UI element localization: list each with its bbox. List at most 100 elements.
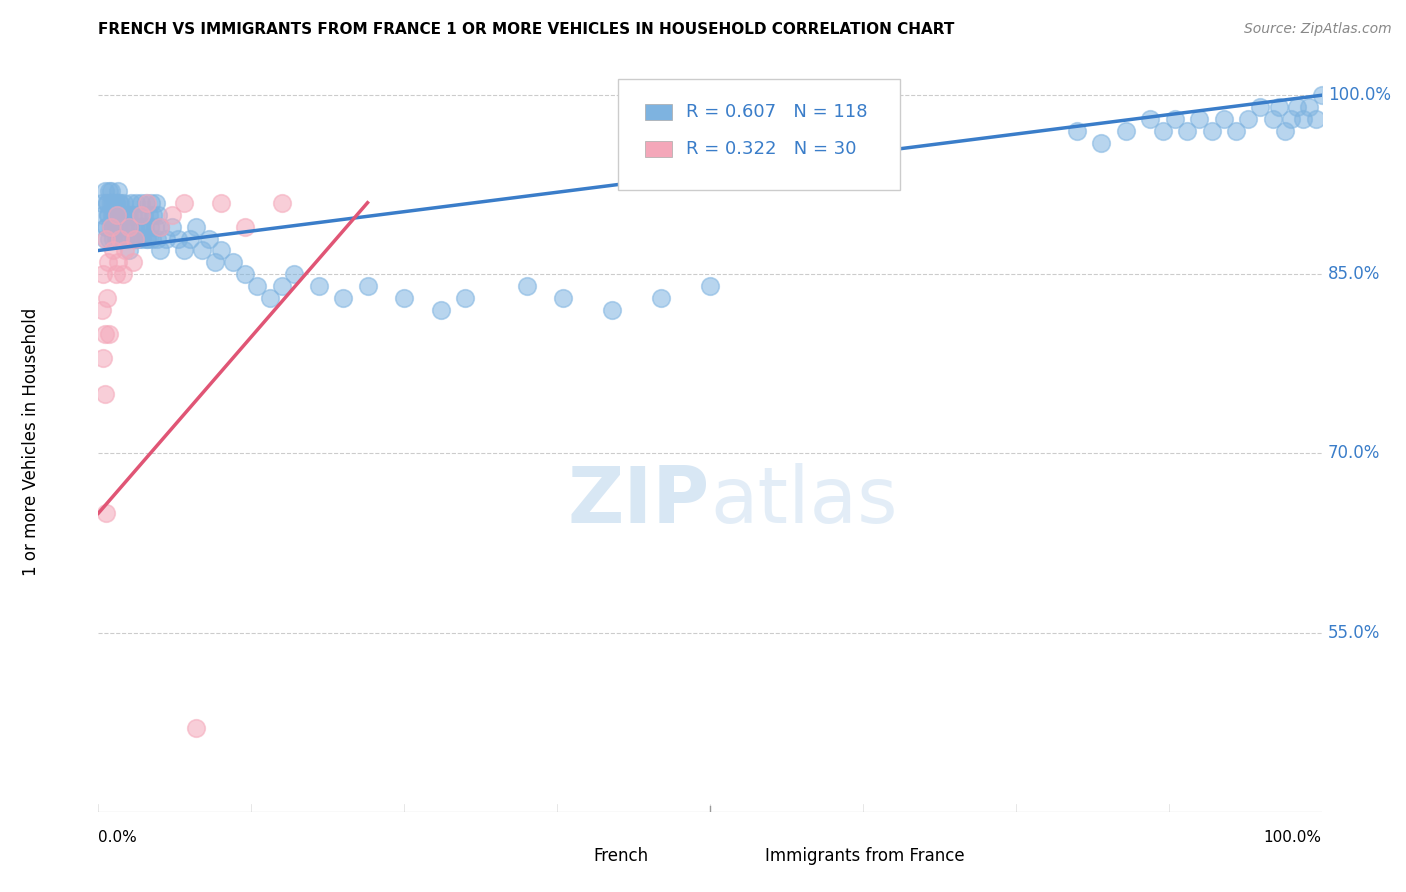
Point: [98, 184, 121, 198]
Point: [332, 291, 354, 305]
Point: [94, 219, 117, 234]
Point: [1250, 100, 1272, 114]
Point: [270, 195, 294, 210]
Point: [125, 195, 148, 210]
Point: [118, 244, 141, 258]
Point: [104, 268, 127, 282]
Point: [1286, 100, 1309, 114]
Point: [118, 208, 141, 222]
Text: R = 0.322   N = 30: R = 0.322 N = 30: [686, 140, 856, 158]
Point: [139, 195, 162, 210]
Point: [101, 195, 124, 210]
Text: 100.0%: 100.0%: [1327, 87, 1391, 104]
Point: [209, 244, 232, 258]
Point: [129, 208, 152, 222]
Point: [1090, 136, 1112, 150]
Point: [134, 219, 156, 234]
Point: [138, 208, 160, 222]
Point: [1274, 124, 1296, 138]
Point: [191, 244, 214, 258]
Point: [1292, 112, 1315, 127]
Point: [1279, 112, 1302, 127]
Point: [100, 219, 122, 234]
Point: [121, 255, 143, 269]
FancyBboxPatch shape: [734, 849, 756, 863]
Point: [233, 268, 256, 282]
Point: [1201, 124, 1223, 138]
Text: Immigrants from France: Immigrants from France: [765, 847, 965, 865]
Point: [93, 327, 115, 342]
Point: [115, 208, 138, 222]
Point: [98, 231, 121, 245]
Point: [600, 303, 623, 318]
Point: [111, 231, 134, 245]
Point: [104, 195, 127, 210]
Point: [1066, 124, 1088, 138]
Point: [97, 255, 120, 269]
Point: [173, 195, 195, 210]
Point: [149, 219, 172, 234]
Point: [430, 303, 453, 318]
Point: [129, 219, 152, 234]
Point: [1225, 124, 1247, 138]
Text: atlas: atlas: [710, 463, 897, 539]
FancyBboxPatch shape: [645, 141, 672, 157]
Point: [114, 219, 136, 234]
Point: [122, 231, 145, 245]
Point: [103, 219, 125, 234]
Point: [127, 208, 149, 222]
Text: 55.0%: 55.0%: [1327, 624, 1381, 641]
Point: [197, 231, 219, 245]
Point: [141, 231, 163, 245]
Point: [105, 219, 128, 234]
Point: [91, 351, 114, 365]
Point: [110, 219, 132, 234]
Point: [1305, 112, 1327, 127]
Point: [107, 231, 129, 245]
Point: [108, 208, 131, 222]
Point: [146, 231, 169, 245]
Point: [1237, 112, 1260, 127]
Point: [155, 231, 177, 245]
Point: [131, 231, 153, 245]
Point: [1164, 112, 1187, 127]
Point: [96, 195, 118, 210]
Point: [136, 231, 159, 245]
Point: [107, 255, 129, 269]
Point: [179, 231, 201, 245]
Point: [94, 506, 117, 520]
Point: [222, 255, 245, 269]
Point: [114, 244, 136, 258]
Text: French: French: [593, 847, 650, 865]
Point: [1188, 112, 1211, 127]
Text: 85.0%: 85.0%: [1327, 265, 1381, 284]
Point: [93, 231, 115, 245]
Point: [110, 195, 132, 210]
Point: [91, 268, 114, 282]
Point: [91, 195, 114, 210]
Point: [105, 208, 128, 222]
Point: [356, 279, 378, 293]
Point: [143, 219, 166, 234]
Point: [516, 279, 538, 293]
Point: [392, 291, 416, 305]
FancyBboxPatch shape: [564, 849, 585, 863]
Point: [120, 219, 142, 234]
Point: [167, 231, 190, 245]
Point: [553, 291, 575, 305]
Point: [110, 231, 132, 245]
Point: [136, 231, 159, 245]
Point: [283, 268, 305, 282]
Point: [118, 219, 141, 234]
Point: [97, 208, 120, 222]
Point: [139, 219, 162, 234]
Point: [101, 231, 124, 245]
Point: [94, 219, 117, 234]
Point: [148, 208, 170, 222]
Point: [160, 219, 183, 234]
Point: [98, 327, 121, 342]
Point: [132, 208, 155, 222]
Text: ZIP: ZIP: [568, 463, 710, 539]
Point: [108, 195, 131, 210]
Point: [103, 208, 125, 222]
